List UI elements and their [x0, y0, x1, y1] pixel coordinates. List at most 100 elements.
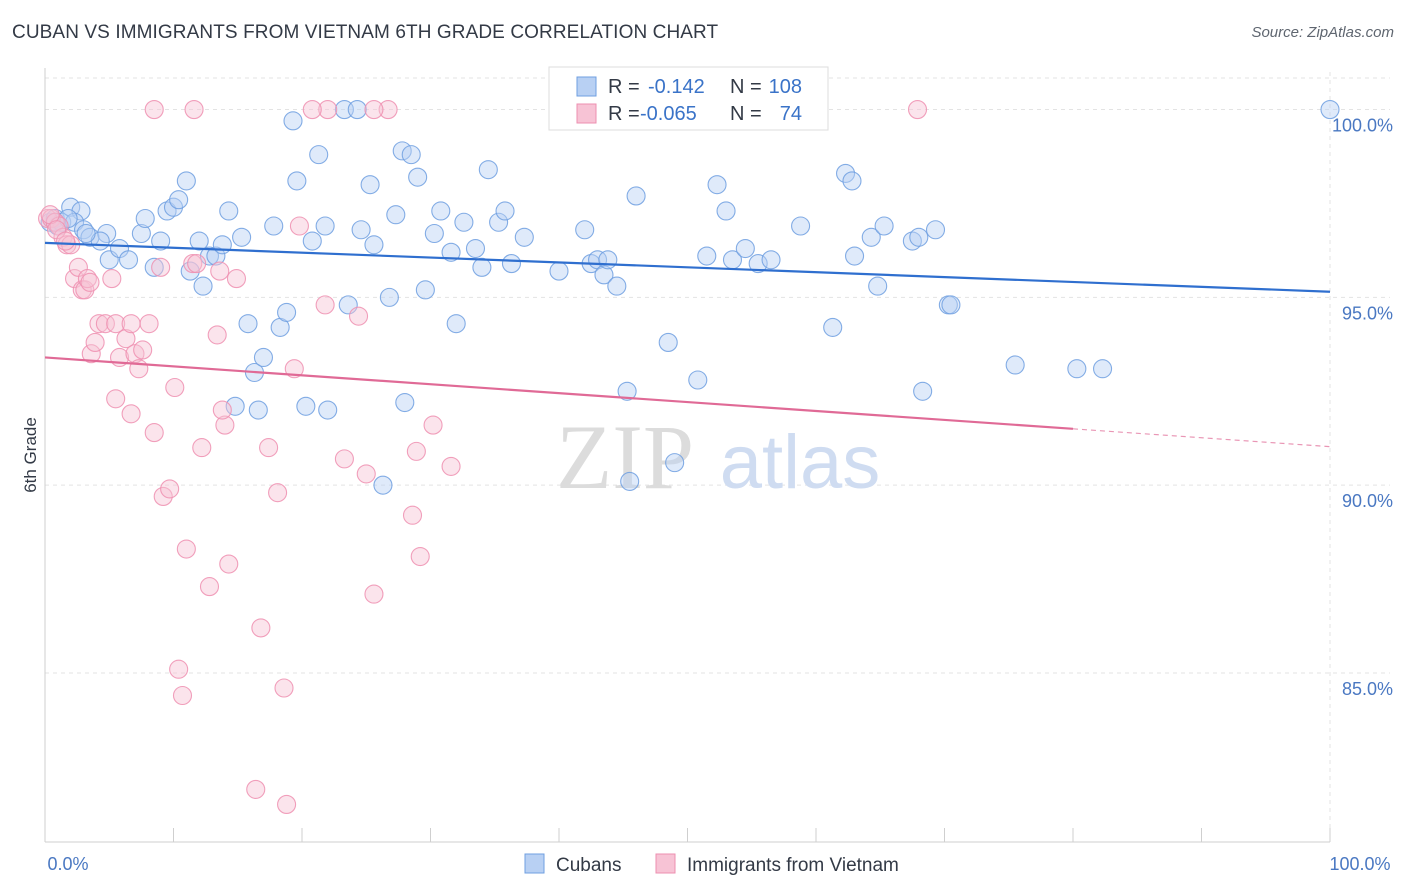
vietnam-point — [277, 794, 297, 814]
watermark: ZIP atlas — [556, 406, 880, 508]
vietnam-point — [144, 423, 164, 443]
cubans-point — [277, 302, 297, 322]
vietnam-point — [402, 505, 423, 525]
cubans-point — [351, 220, 371, 240]
vietnam-point — [212, 400, 232, 420]
x-tick-labels: 0.0% 100.0% — [47, 854, 1390, 874]
cubans-point — [575, 220, 595, 240]
cubans-point — [844, 246, 865, 266]
vietnam-point — [192, 438, 212, 458]
cubans-point — [431, 201, 451, 221]
vietnam-point — [268, 483, 288, 503]
cubans-point — [296, 396, 316, 416]
cubans-point — [707, 175, 727, 195]
legend-swatch-vietnam — [576, 103, 597, 124]
bottom-legend-cubans: Cubans — [556, 855, 622, 876]
vietnam-point — [259, 438, 279, 458]
vietnam-point — [144, 100, 164, 120]
vietnam-point — [274, 678, 294, 698]
cubans-point — [193, 276, 213, 296]
cubans-point — [287, 171, 307, 191]
cubans-point — [151, 231, 171, 251]
vietnam-point — [116, 329, 136, 349]
cubans-point — [169, 190, 189, 210]
bottom-legend-swatch-vietnam — [655, 853, 676, 874]
cubans-point — [1320, 100, 1340, 120]
chart-title: CUBAN VS IMMIGRANTS FROM VIETNAM 6TH GRA… — [12, 22, 719, 43]
cubans-point — [495, 201, 515, 221]
cubans-point — [76, 223, 96, 244]
cubans-point — [913, 381, 933, 401]
vietnam-point — [56, 231, 76, 251]
top-legend: R = -0.142 N = 108 R = -0.065 N = 74 — [548, 66, 829, 131]
vietnam-point — [160, 479, 180, 499]
cubans-point — [61, 197, 81, 217]
vietnam-point — [133, 340, 153, 360]
grid-lines — [45, 72, 1390, 842]
cubans-point — [472, 257, 492, 277]
vietnam-point — [165, 377, 185, 398]
cubans-point — [219, 201, 239, 221]
cubans-point — [135, 208, 155, 229]
vietnam-point — [139, 314, 159, 334]
cubans-point — [441, 242, 461, 262]
vietnam-point — [106, 389, 126, 409]
trend-lines — [44, 241, 1331, 448]
vietnam-point — [129, 359, 149, 379]
cubans-point — [594, 265, 614, 285]
cubans-point — [842, 171, 862, 191]
watermark-zip: ZIP — [556, 406, 694, 508]
x-tick-label: 0.0% — [47, 854, 88, 874]
cubans-point — [253, 347, 274, 368]
cubans-point — [395, 392, 415, 413]
legend-n-value: 108 — [769, 76, 802, 98]
cubans-point — [176, 171, 196, 191]
cubans-point — [836, 163, 856, 183]
vietnam-point — [95, 314, 115, 334]
cubans-point — [238, 314, 258, 334]
vietnam-point — [406, 441, 426, 461]
legend-row-vietnam: R = -0.065 N = 74 — [576, 103, 802, 125]
vietnam-point — [315, 295, 335, 315]
cubans-point — [617, 381, 637, 401]
vietnam-point — [151, 257, 171, 277]
cubans-point — [925, 220, 946, 240]
vietnam-point — [378, 100, 398, 120]
vietnam-point — [199, 577, 220, 597]
cubans-point — [861, 227, 881, 247]
cubans-point — [868, 276, 888, 296]
vietnam-point — [153, 486, 173, 506]
cubans-point — [248, 400, 268, 420]
cubans-point — [501, 254, 522, 274]
vietnam-point — [184, 100, 204, 120]
cubans-point — [688, 370, 708, 390]
cubans-point — [309, 145, 329, 165]
cubans-point — [697, 246, 717, 266]
cubans-point — [941, 295, 961, 315]
cubans-point — [598, 250, 618, 270]
vietnam-point — [210, 261, 230, 281]
legend-n-value: 74 — [780, 103, 802, 125]
cubans-point — [1005, 355, 1025, 375]
y-axis-label: 6th Grade — [21, 417, 40, 493]
vietnam-point — [121, 314, 141, 334]
legend-row-cubans: R = -0.142 N = 108 — [576, 76, 802, 98]
vietnam-point — [81, 344, 101, 364]
vietnam-point — [102, 269, 122, 289]
vietnam-point — [907, 100, 928, 120]
watermark-atlas: atlas — [720, 420, 881, 505]
vietnam-point — [251, 618, 271, 638]
cubans-point — [716, 201, 736, 221]
y-tick-label: 85.0% — [1342, 679, 1393, 699]
vietnam-point — [410, 546, 430, 567]
cubans-point — [347, 100, 367, 120]
y-tick-label: 95.0% — [1342, 303, 1393, 323]
vietnam-point — [289, 216, 309, 236]
cubans-trend-line — [44, 241, 1331, 293]
vietnam-trend-line — [44, 356, 1074, 430]
vietnam-point — [219, 554, 239, 574]
legend-r-label: R = — [608, 76, 640, 98]
cubans-point — [360, 175, 380, 195]
cubans-point — [97, 223, 117, 244]
y-tick-label: 90.0% — [1342, 491, 1393, 511]
